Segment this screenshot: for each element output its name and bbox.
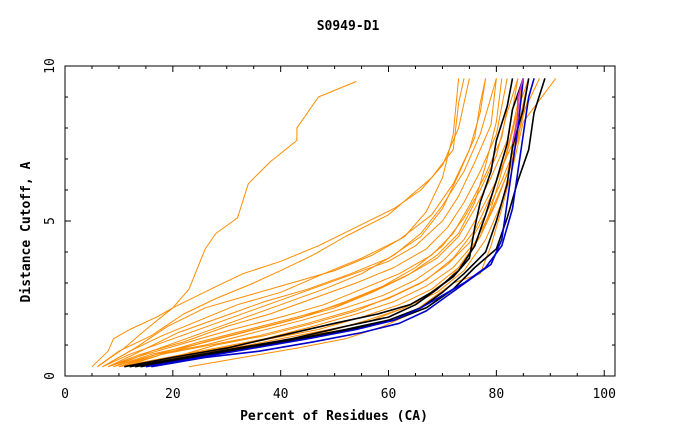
series-line-orange (129, 78, 530, 368)
x-axis-label: Percent of Residues (CA) (240, 409, 428, 424)
x-tick-label: 60 (381, 387, 397, 402)
y-axis: 0 5 10 (43, 58, 615, 380)
series-line-orange (124, 78, 535, 368)
series-line-orange (102, 78, 460, 368)
series-line-orange (91, 81, 357, 368)
series-line-orange (107, 78, 487, 368)
series-line-blue (151, 78, 525, 368)
x-tick-label: 0 (61, 387, 69, 402)
x-tick-label: 100 (592, 387, 615, 402)
series-line-orange (102, 78, 487, 368)
series-line-orange (97, 78, 465, 368)
y-axis-label: Distance Cutoff, A (19, 161, 34, 302)
y-tick-label: 10 (43, 58, 58, 74)
series-line-black (134, 78, 530, 368)
series-line-orange (107, 78, 513, 368)
series-line-orange (124, 78, 519, 368)
series-line-orange (107, 78, 508, 368)
x-tick-label: 80 (489, 387, 505, 402)
plot-frame (64, 65, 616, 377)
series-line-orange (97, 78, 470, 368)
series-line-orange (118, 78, 503, 368)
series-line-orange (113, 78, 497, 368)
x-tick-label: 20 (165, 387, 181, 402)
y-tick-label: 0 (43, 372, 58, 380)
y-tick-label: 5 (43, 217, 58, 225)
series-line-orange (113, 78, 524, 368)
series-line-black (129, 78, 525, 368)
series-line-purple (511, 78, 525, 144)
x-axis: 0 20 40 60 80 100 (61, 66, 616, 402)
series-line-blue (145, 78, 535, 368)
series-line-orange (102, 78, 497, 368)
series-layer (91, 78, 557, 368)
x-tick-label: 40 (273, 387, 289, 402)
chart-title: S0949-D1 (317, 19, 380, 34)
